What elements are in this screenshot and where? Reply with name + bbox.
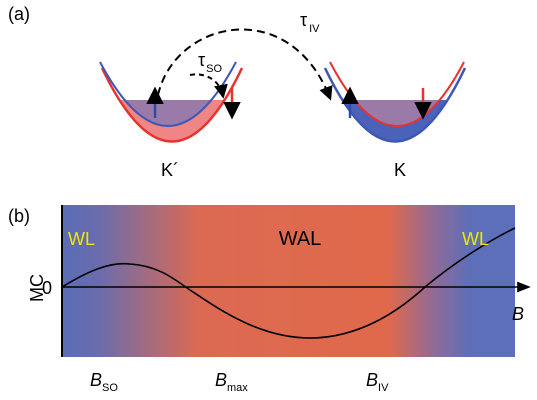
symbol: τ bbox=[300, 10, 307, 30]
symbol: B bbox=[90, 370, 102, 390]
symbol: B bbox=[215, 370, 227, 390]
x-axis-label: B bbox=[512, 304, 524, 324]
y-zero: 0 bbox=[42, 278, 52, 298]
subscript: max bbox=[227, 382, 248, 394]
field-label: BIV bbox=[366, 370, 389, 394]
region-label: WAL bbox=[279, 228, 322, 250]
panel-label: (a) bbox=[8, 4, 30, 24]
intervalley-arrow bbox=[158, 29, 330, 98]
panel-label: (b) bbox=[8, 206, 30, 226]
symbol: B bbox=[366, 370, 378, 390]
region-label: WL bbox=[462, 229, 489, 249]
subscript: SO bbox=[206, 63, 222, 75]
symbol: τ bbox=[198, 50, 205, 70]
valley-right bbox=[325, 62, 465, 142]
subscript: IV bbox=[309, 23, 320, 35]
subscript: IV bbox=[378, 382, 389, 394]
valley-label: K´ bbox=[161, 160, 179, 180]
field-label: BSO bbox=[90, 370, 118, 394]
subscript: SO bbox=[102, 382, 118, 394]
tau-so: τSO bbox=[198, 50, 222, 75]
figure: (a) τIV τSO K´ K (b) WL WAL WL MC 0 B BS… bbox=[0, 0, 537, 400]
region-label: WL bbox=[68, 229, 95, 249]
field-label: Bmax bbox=[215, 370, 248, 394]
valley-label: K bbox=[394, 160, 406, 180]
